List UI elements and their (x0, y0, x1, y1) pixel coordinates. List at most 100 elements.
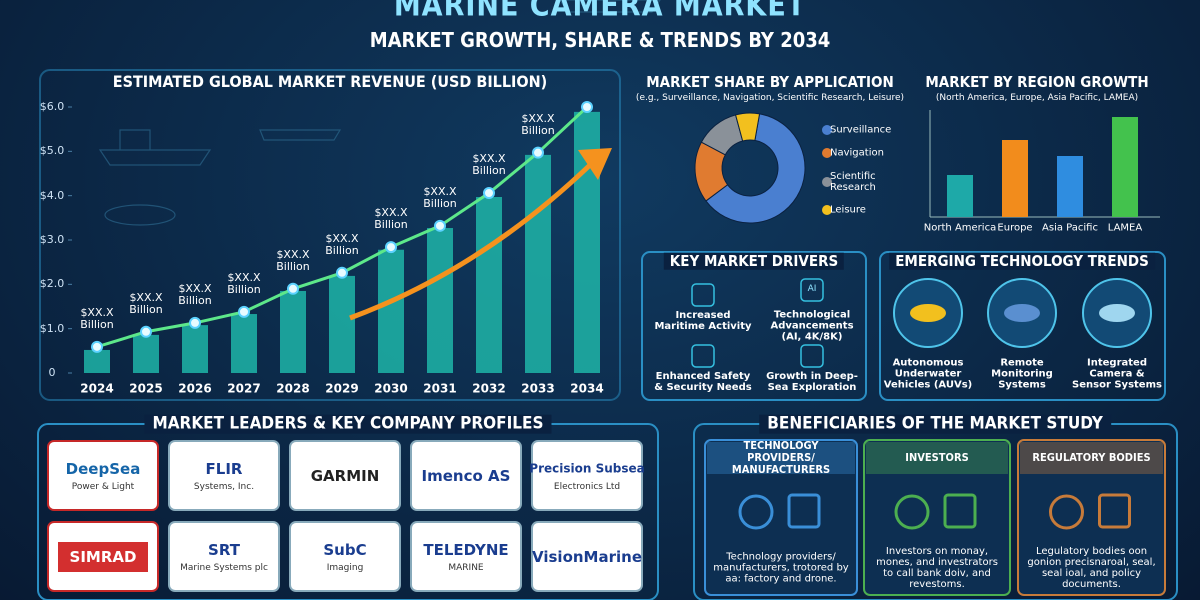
y-tick-label: $2.0 (39, 277, 65, 291)
card-text: Technology providers/ manufacturers, tro… (713, 551, 849, 585)
bar (476, 196, 502, 373)
point (238, 305, 250, 318)
chart-subtitle: (e.g., Surveillance, Navigation, Scienti… (635, 93, 905, 104)
driver-icon (800, 278, 824, 302)
x-tick-label: North America (923, 222, 997, 234)
chart-title: ESTIMATED GLOBAL MARKET REVENUE (USD BIL… (112, 72, 548, 92)
driver-label: Increased Maritime Activity (654, 310, 752, 332)
company-name: FLIR (205, 459, 243, 478)
slice (734, 112, 761, 142)
icon-shape (1099, 304, 1135, 322)
logo-card (531, 440, 643, 511)
bar (84, 349, 110, 373)
card-icon (1049, 494, 1084, 530)
legend-label: Leisure (830, 204, 866, 216)
card-text: Investors on monay, mones, and investrat… (876, 546, 998, 590)
bar (133, 334, 159, 373)
legend-label: Navigation (830, 147, 884, 159)
trend-label: Autonomous Underwater Vehicles (AUVs) (883, 357, 973, 391)
point (434, 219, 446, 232)
bar (231, 314, 257, 373)
logo-card (531, 521, 643, 592)
driver-icon (800, 344, 824, 368)
x-tick-label: LAMEA (1107, 222, 1143, 234)
point (532, 146, 544, 159)
y-tick-label: $4.0 (39, 188, 65, 202)
point (287, 282, 299, 295)
logo-card (289, 521, 401, 592)
driver-icon (691, 344, 715, 368)
company-tagline: Imaging (326, 563, 364, 574)
company-name: Imenco AS (421, 466, 511, 485)
growth-arrow (349, 163, 592, 321)
point (140, 325, 152, 338)
bar (280, 290, 306, 373)
x-tick-label: 2030 (374, 381, 408, 396)
y-tick-label: $6.0 (39, 99, 65, 113)
subtitle: MARKET GROWTH, SHARE & TRENDS BY 2034 (369, 28, 831, 52)
company-name: GARMIN (310, 466, 380, 485)
x-tick-label: 2027 (227, 381, 261, 396)
trend-label: Integrated Camera & Sensor Systems (1072, 357, 1162, 391)
x-tick-label: 2029 (325, 381, 359, 396)
bar (1002, 140, 1028, 217)
panel-title: MARKET LEADERS & KEY COMPANY PROFILES (144, 414, 552, 434)
bar (947, 175, 973, 217)
icon-text: AI (807, 284, 817, 295)
driver-label: Technological Advancements (AI, 4K/8K) (770, 309, 854, 343)
x-tick-label: 2031 (423, 381, 457, 396)
bar (1112, 117, 1138, 217)
card (704, 439, 858, 596)
legend-label: Scientific Research (830, 171, 876, 193)
legend-swatch (822, 205, 832, 215)
card-heading: INVESTORS (905, 450, 969, 464)
point (385, 241, 397, 254)
company-name: DeepSea (65, 459, 141, 478)
panel-frames (37, 69, 1178, 600)
company-tagline: MARINE (448, 563, 484, 574)
bar (378, 249, 404, 373)
legend-swatch (822, 177, 832, 187)
point (189, 316, 201, 329)
company-tagline: Electronics Ltd (553, 482, 621, 493)
value-label: $XX.X Billion (325, 231, 359, 257)
card-heading: REGULATORY BODIES (1032, 450, 1151, 464)
driver-label: Growth in Deep-Sea Exploration (766, 371, 858, 393)
panel-title: BENEFICIARIES OF THE MARKET STUDY (759, 414, 1111, 434)
icon-shape (1004, 304, 1040, 322)
value-label: $XX.X Billion (276, 247, 310, 273)
company-name: SIMRAD (69, 547, 137, 566)
value-label: $XX.X Billion (472, 151, 506, 177)
icon-shape (910, 304, 946, 322)
value-label: $XX.X Billion (374, 205, 408, 232)
y-tick-label: $5.0 (39, 144, 65, 158)
logo-card (47, 440, 159, 511)
card-text: Legulatory bodies oon gonion precisnaroa… (1027, 546, 1156, 590)
card-icon (894, 494, 930, 530)
value-label: $XX.X Billion (521, 111, 555, 137)
driver-label: Enhanced Safety & Security Needs (654, 371, 752, 393)
x-tick-label: 2026 (178, 381, 212, 396)
x-tick-label: Europe (997, 222, 1033, 234)
logo-card (168, 521, 280, 592)
value-label: $XX.X Billion (227, 270, 261, 296)
value-label: $XX.X Billion (178, 281, 212, 307)
card-heading: TECHNOLOGY PROVIDERS/ MANUFACTURERS (731, 438, 831, 477)
x-tick-label: 2034 (570, 381, 604, 396)
company-name: SubC (323, 540, 367, 559)
chart-subtitle: (North America, Europe, Asia Pacific, LA… (935, 93, 1139, 104)
card (1017, 439, 1166, 596)
x-tick-label: 2032 (472, 381, 506, 396)
point (91, 340, 103, 353)
company-tagline: Power & Light (71, 482, 135, 493)
x-tick-label: 2028 (276, 381, 310, 396)
chart-title: MARKET BY REGION GROWTH (925, 72, 1149, 91)
logo-card (168, 440, 280, 511)
logo-card (410, 440, 522, 511)
y-tick-label: $1.0 (39, 321, 65, 335)
company-name: VisionMarine (532, 547, 642, 566)
company-tagline: Systems, Inc. (193, 482, 255, 493)
x-tick-label: Asia Pacific (1042, 222, 1098, 234)
main-title: MARINE CAMERA MARKET (393, 0, 807, 24)
